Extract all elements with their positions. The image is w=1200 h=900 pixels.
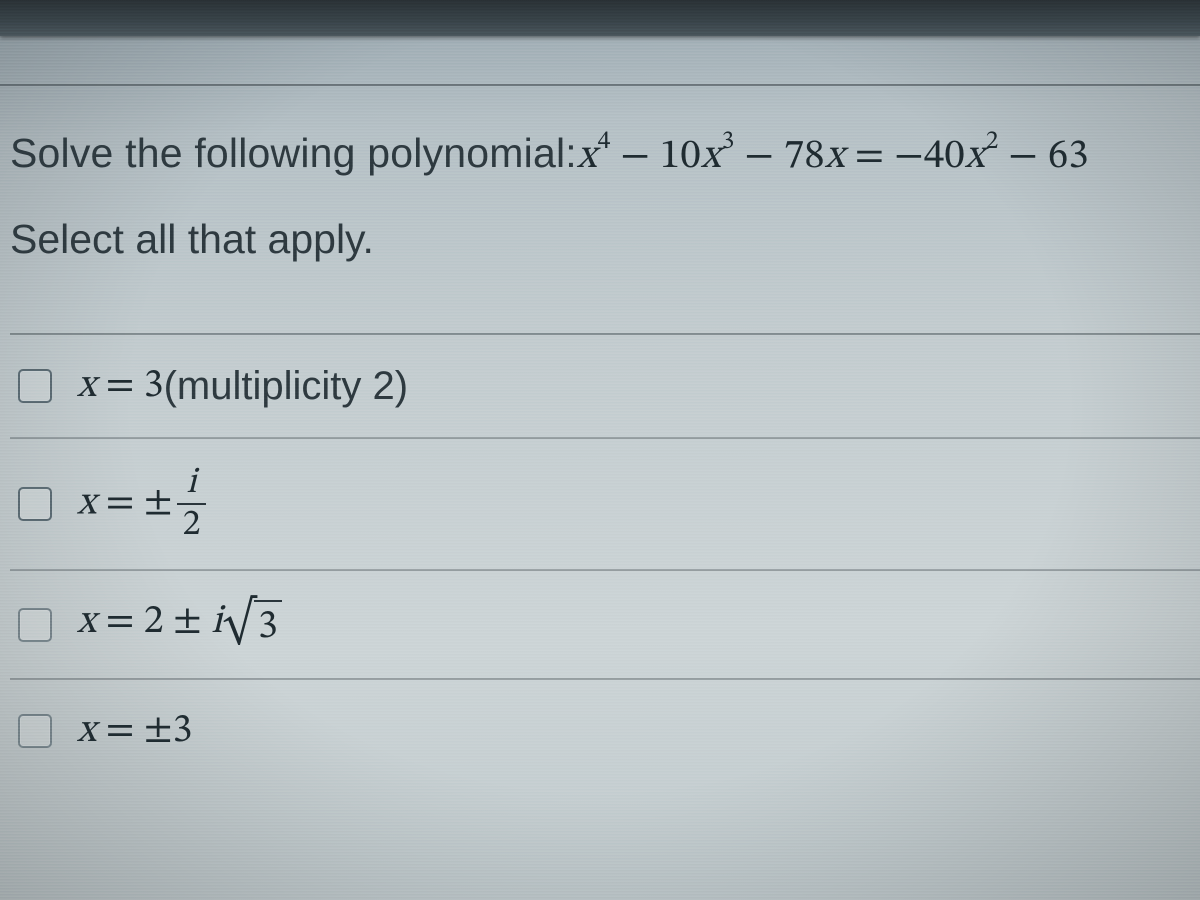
opt-mult2-checkbox[interactable]	[18, 369, 52, 403]
window-top-bar	[0, 0, 1200, 36]
opt-2-pm-isqrt3-checkbox[interactable]	[18, 608, 52, 642]
top-divider	[0, 84, 1200, 86]
quiz-screen: Solve the following polynomial: x4 − 10x…	[0, 0, 1200, 900]
opt-pm-i-half-checkbox[interactable]	[18, 487, 52, 521]
question-prompt: Solve the following polynomial: x4 − 10x…	[10, 130, 1200, 182]
opt-pm3-checkbox[interactable]	[18, 714, 52, 748]
opt-pm3-label: x = ±3	[77, 706, 192, 756]
option-row[interactable]: x = ±3	[10, 680, 1200, 782]
option-row[interactable]: x = ±i2	[10, 439, 1200, 571]
option-row[interactable]: x = 2 ± i√3	[10, 571, 1200, 680]
options-list: x = 3 (multiplicity 2) x = ±i2 x = 2 ± i√3…	[10, 333, 1200, 782]
question-block: Solve the following polynomial: x4 − 10x…	[10, 130, 1200, 782]
question-lead-text: Solve the following polynomial:	[10, 130, 577, 177]
opt-pm-i-half-label: x = ±i2	[77, 465, 210, 543]
question-equation: x4 − 10x3 − 78x = −40x2 − 63	[577, 131, 1089, 182]
option-row[interactable]: x = 3 (multiplicity 2)	[10, 335, 1200, 439]
opt-2-pm-isqrt3-label: x = 2 ± i√3	[77, 597, 282, 652]
instruction-text: Select all that apply.	[10, 216, 1200, 263]
opt-mult2-label: x = 3 (multiplicity 2)	[77, 361, 408, 411]
